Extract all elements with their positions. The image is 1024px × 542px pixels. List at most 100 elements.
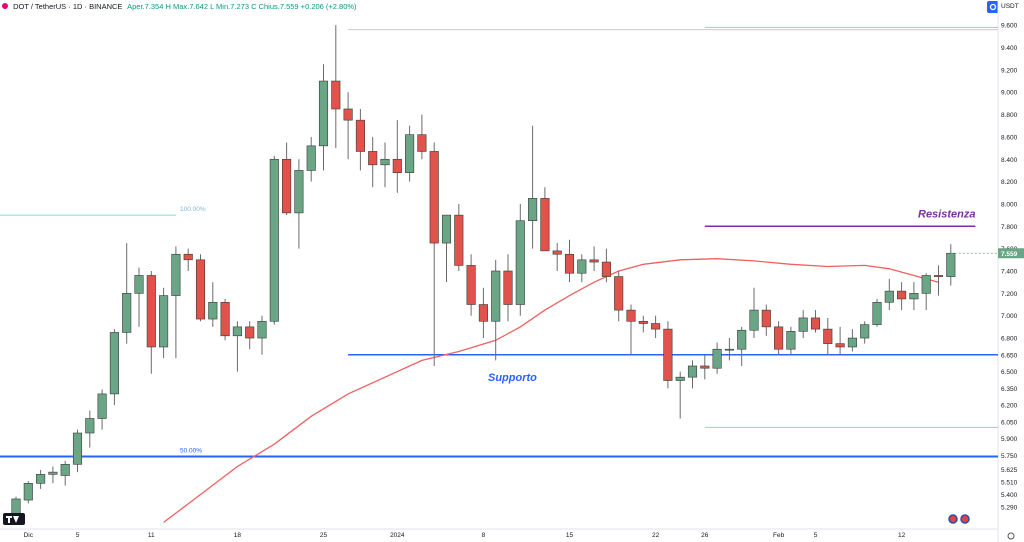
candle-body [897,290,907,300]
candle [823,317,833,355]
x-tick-label: 18 [234,532,242,539]
flag-icon [960,514,970,524]
candle-body [700,365,710,369]
x-tick-label: 11 [148,532,155,539]
candle-body [331,80,341,110]
candle-body [23,483,33,501]
candle-body [48,471,58,475]
candle-body [208,301,218,320]
candle-body [72,432,83,465]
candle-body [417,134,427,152]
candle-body [171,253,181,296]
x-tick-label: 2024 [390,532,405,539]
candle-body [724,348,734,351]
candle [232,321,242,372]
candle-body [454,214,464,266]
y-tick-label: 6.050 [1001,419,1018,426]
candle-body [503,270,513,305]
ohlc-readout: Aper.7.354 H Max.7.642 L Min.7.273 C Chi… [127,2,357,11]
candle [909,282,919,311]
y-tick-label: 5.510 [1001,480,1018,487]
candle [331,25,341,149]
y-tick-label: 9.600 [1001,23,1018,30]
candle [318,64,329,171]
candle-body [392,158,402,173]
candle [737,326,747,366]
candle-body [294,170,304,214]
x-tick-label: 22 [652,532,660,539]
candle [466,254,476,316]
x-tick-label: 5 [76,532,80,539]
y-tick-label: 8.200 [1001,179,1018,186]
y-tick-label: 6.650 [1001,352,1018,359]
y-tick-label: 9.000 [1001,90,1018,97]
candle [946,244,956,286]
candle [638,315,648,333]
candle-body [36,474,46,484]
symbol-label[interactable]: DOT / TetherUS · 1D · BINANCE [13,2,123,11]
candle [675,371,685,419]
fib-100-label: 100.00% [180,206,206,213]
currency-label: USDT [1001,3,1019,10]
last-price-badge [998,248,1024,259]
candle-body [884,290,894,303]
candle-body [774,326,784,350]
candle [48,466,58,484]
fib-50-label: 50.00% [180,447,202,454]
candle-body [257,320,267,339]
candle-body [220,301,230,337]
y-tick-label: 8.800 [1001,112,1018,119]
candle [897,282,907,311]
candle [257,315,267,355]
candle [847,329,857,352]
candle-body [491,270,501,322]
candle [810,310,821,333]
candle [392,120,402,193]
settings-icon[interactable] [986,0,1000,14]
y-tick-label: 6.200 [1001,403,1018,410]
candle [306,136,316,182]
candle-body [405,134,415,173]
y-tick-label: 8.000 [1001,201,1018,208]
candle-body [478,304,488,322]
candle-body [232,326,242,337]
candle-body [946,252,956,277]
candle [85,410,95,448]
chart-header: DOT / TetherUS · 1D · BINANCE Aper.7.354… [0,0,600,14]
candle [405,125,415,182]
last-price-label: 7.559 [1001,251,1018,258]
candle-body [687,365,698,378]
candle-body [651,323,661,330]
candle-body [318,80,329,147]
candle [380,142,390,188]
flag-icon [948,514,958,524]
candle [601,248,611,283]
y-tick-label: 8.400 [1001,157,1018,164]
candle-body [109,332,119,395]
candle [208,282,218,327]
candle-body [515,220,525,305]
symbol-icon [2,3,8,9]
x-tick-label: 25 [320,532,328,539]
candle-body [786,331,796,350]
candle [72,429,83,473]
candle [921,273,931,311]
candle [60,460,70,486]
candle-body [761,309,771,328]
candle-body [675,376,685,381]
candle [368,136,378,188]
candle-body [564,253,575,274]
candle-body [245,326,255,339]
candle-body [540,198,550,252]
candle [441,214,452,283]
candle [183,248,193,271]
candle [933,265,944,296]
support-label: Supporto [488,372,537,384]
y-tick-label: 7.200 [1001,291,1018,298]
y-tick-label: 6.500 [1001,369,1018,376]
candle [294,159,304,249]
resistance-label: Resistenza [918,208,975,220]
candle-body [552,250,562,255]
